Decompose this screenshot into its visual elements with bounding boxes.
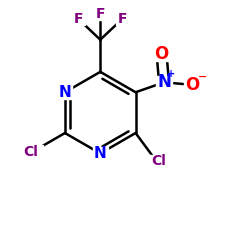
Text: Cl: Cl (23, 144, 38, 158)
Text: Cl: Cl (152, 154, 166, 168)
Bar (94, 8, 107, 20)
Bar (71, 12, 85, 25)
Bar (156, 76, 172, 89)
Text: N: N (157, 73, 171, 91)
Bar (116, 12, 129, 25)
Text: O: O (185, 76, 200, 94)
Text: F: F (73, 12, 83, 26)
Bar (18, 145, 43, 158)
Text: N: N (94, 146, 107, 161)
Bar (93, 147, 108, 160)
Text: +: + (167, 70, 175, 80)
Text: −: − (198, 72, 207, 82)
Text: N: N (58, 85, 71, 100)
Bar (147, 155, 172, 168)
Bar (58, 86, 72, 99)
Text: F: F (96, 7, 105, 21)
Text: O: O (154, 45, 169, 63)
Text: F: F (118, 12, 127, 26)
Bar (184, 78, 200, 92)
Bar (154, 47, 170, 61)
